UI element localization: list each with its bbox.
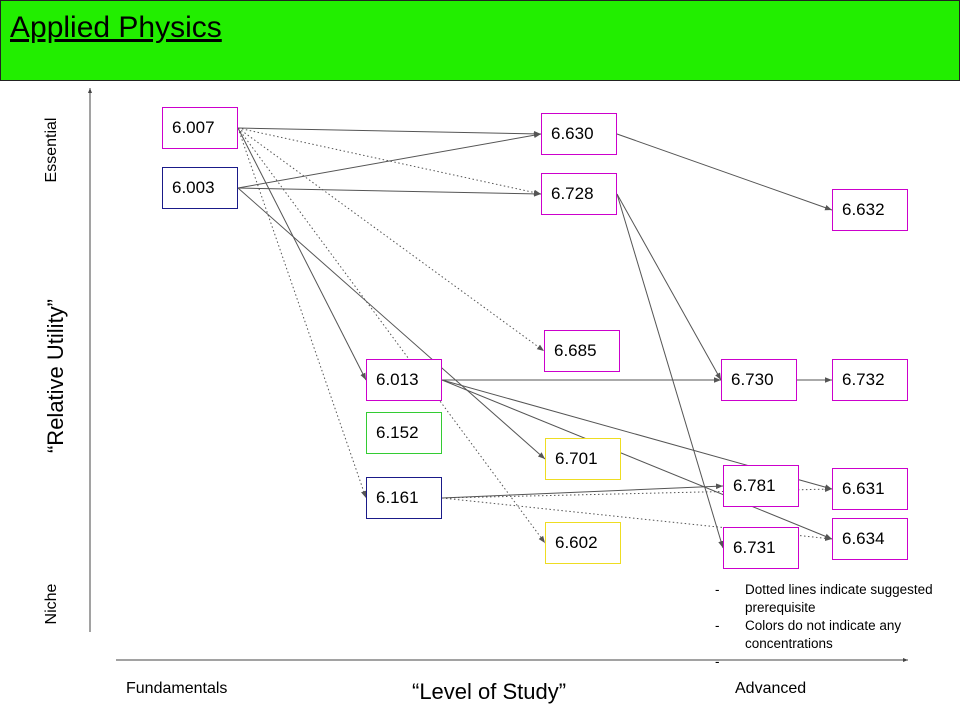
- course-node-6-631: 6.631: [832, 468, 908, 510]
- x-left-label: Fundamentals: [126, 680, 228, 697]
- page-title: Applied Physics: [10, 11, 222, 44]
- edge-6-728-to-6-730: [616, 193, 722, 381]
- x-axis-label: “Level of Study”: [412, 679, 567, 704]
- course-node-6-685: 6.685: [544, 330, 620, 372]
- note-text: Dotted lines indicate suggested prerequi…: [745, 582, 933, 615]
- edge-6-161-to-6-781: [441, 483, 724, 499]
- course-node-6-732: 6.732: [832, 359, 908, 401]
- note-text: Colors do not indicate any concentration…: [745, 618, 902, 651]
- course-node-6-634: 6.634: [832, 518, 908, 560]
- edge-6-630-to-6-632: [616, 133, 833, 211]
- edge-6-007-to-6-685: [237, 127, 545, 352]
- edge-6-013-to-6-634: [441, 379, 833, 540]
- course-node-6-152: 6.152: [366, 412, 442, 454]
- course-node-6-701: 6.701: [545, 438, 621, 480]
- course-node-6-728: 6.728: [541, 173, 617, 215]
- course-node-6-731: 6.731: [723, 527, 799, 569]
- title-banner: Applied Physics: [0, 0, 960, 81]
- edge-6-007-to-6-013: [237, 127, 367, 381]
- y-axis-label: “Relative Utility”: [43, 298, 68, 454]
- edge-6-161-to-6-634: [441, 497, 833, 542]
- edge-6-003-to-6-728: [237, 187, 542, 197]
- course-node-6-730: 6.730: [721, 359, 797, 401]
- course-node-6-630: 6.630: [541, 113, 617, 155]
- course-node-6-003: 6.003: [162, 167, 238, 209]
- y-top-label: Essential: [43, 117, 60, 183]
- note-item: - Colors do not indicate any concentratio…: [715, 618, 902, 651]
- course-node-6-161: 6.161: [366, 477, 442, 519]
- course-node-6-007: 6.007: [162, 107, 238, 149]
- course-node-6-781: 6.781: [723, 465, 799, 507]
- course-node-6-013: 6.013: [366, 359, 442, 401]
- edge-6-007-to-6-630: [237, 127, 542, 137]
- edge-6-003-to-6-701: [237, 187, 546, 460]
- legend-notes: - Dotted lines indicate suggested prerequ…: [715, 581, 960, 669]
- edge-6-003-to-6-630: [237, 132, 542, 189]
- note-item: - Dotted lines indicate suggested prerequ…: [715, 582, 933, 615]
- edge-6-007-to-6-161: [237, 127, 367, 499]
- course-node-6-632: 6.632: [832, 189, 908, 231]
- course-node-6-602: 6.602: [545, 522, 621, 564]
- x-right-label: Advanced: [735, 680, 807, 697]
- y-bottom-label: Niche: [43, 583, 60, 625]
- edge-6-728-to-6-731: [616, 193, 724, 549]
- edge-layer: [237, 127, 833, 549]
